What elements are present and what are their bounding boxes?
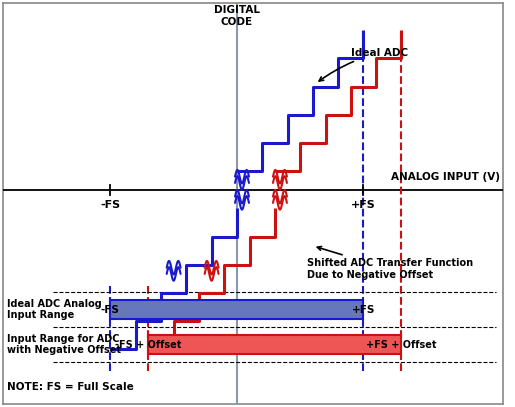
- Text: +FS: +FS: [351, 200, 376, 210]
- Text: +FS + Offset: +FS + Offset: [366, 340, 437, 350]
- Text: Ideal ADC: Ideal ADC: [319, 48, 408, 81]
- Text: Ideal ADC Analog
Input Range: Ideal ADC Analog Input Range: [7, 299, 101, 320]
- Text: -FS + Offset: -FS + Offset: [115, 340, 181, 350]
- Text: -FS: -FS: [100, 200, 121, 210]
- Text: -FS: -FS: [101, 305, 120, 315]
- Text: DIGITAL
CODE: DIGITAL CODE: [214, 5, 260, 27]
- Text: Input Range for ADC
with Negative Offset: Input Range for ADC with Negative Offset: [7, 334, 121, 355]
- Bar: [148, 335, 402, 354]
- Bar: [110, 300, 364, 319]
- Text: NOTE: FS = Full Scale: NOTE: FS = Full Scale: [7, 382, 133, 392]
- Text: +FS: +FS: [352, 305, 375, 315]
- Text: Shifted ADC Transfer Function
Due to Negative Offset: Shifted ADC Transfer Function Due to Neg…: [306, 247, 473, 280]
- Text: ANALOG INPUT (V): ANALOG INPUT (V): [391, 172, 500, 182]
